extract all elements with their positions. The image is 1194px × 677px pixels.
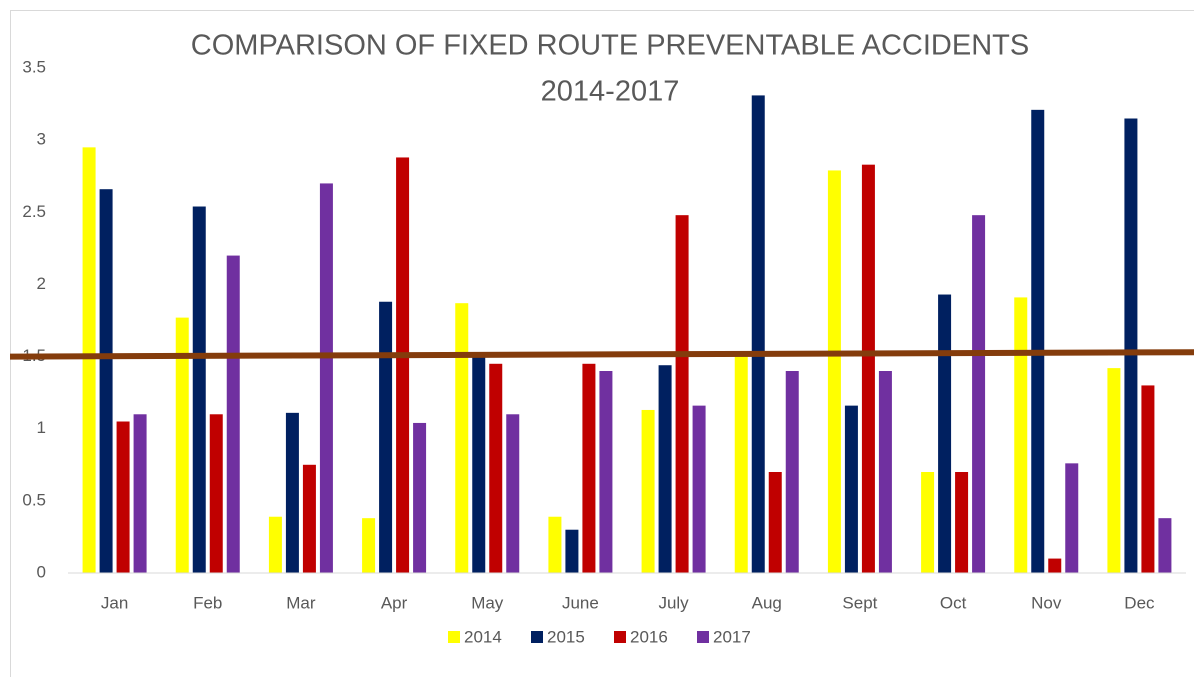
bar — [955, 472, 969, 573]
legend-label: 2014 — [464, 627, 502, 646]
reference-line — [9, 349, 1194, 360]
bar — [548, 516, 562, 573]
bar — [1048, 558, 1062, 573]
bar — [1158, 518, 1172, 573]
bar — [972, 215, 986, 573]
bar — [1107, 368, 1121, 573]
bar — [99, 189, 113, 573]
bar — [285, 412, 299, 573]
y-tick-label: 3 — [37, 130, 46, 149]
bar — [658, 365, 672, 573]
bar — [1124, 118, 1138, 573]
bar — [599, 371, 613, 573]
bar — [489, 363, 503, 573]
bar — [861, 164, 875, 573]
bar — [362, 518, 376, 573]
bar — [878, 371, 892, 573]
y-tick-label: 0 — [37, 562, 46, 581]
bar — [921, 472, 935, 573]
x-tick-label: Oct — [940, 593, 967, 612]
bar — [268, 516, 282, 573]
bar — [565, 529, 579, 573]
bar — [844, 405, 858, 573]
bar — [302, 464, 316, 573]
y-tick-label: 1 — [37, 418, 46, 437]
chart-title: COMPARISON OF FIXED ROUTE PREVENTABLE AC… — [191, 30, 1029, 62]
bar — [827, 170, 841, 573]
bar — [1014, 297, 1028, 573]
bar — [413, 422, 427, 573]
legend-swatch — [448, 631, 460, 643]
bar — [692, 405, 706, 573]
bar — [396, 157, 410, 573]
legend-swatch — [531, 631, 543, 643]
bar — [192, 206, 206, 573]
bar — [1031, 109, 1045, 573]
x-tick-label: May — [471, 593, 504, 612]
bar — [506, 414, 520, 573]
x-tick-label: July — [658, 593, 689, 612]
bar — [768, 472, 782, 573]
bar — [82, 147, 96, 573]
bar — [226, 255, 240, 574]
bar — [209, 414, 223, 573]
chart-subtitle: 2014-2017 — [541, 76, 680, 108]
bar — [938, 294, 952, 573]
x-tick-label: June — [562, 593, 599, 612]
bar — [582, 363, 596, 573]
x-tick-label: Apr — [381, 593, 408, 612]
x-tick-label: Sept — [842, 593, 877, 612]
legend-label: 2017 — [713, 627, 751, 646]
y-tick-label: 2 — [37, 274, 46, 293]
x-tick-label: Jan — [101, 593, 128, 612]
y-tick-label: 3.5 — [22, 57, 46, 76]
y-tick-label: 2.5 — [22, 202, 46, 221]
bar — [116, 421, 130, 573]
bar — [472, 355, 486, 573]
bar — [641, 409, 655, 573]
legend-swatch — [614, 631, 626, 643]
bar — [455, 303, 469, 573]
legend-swatch — [697, 631, 709, 643]
bar — [734, 356, 748, 573]
bar — [751, 95, 765, 574]
chart-frame — [10, 10, 1194, 677]
x-tick-label: Dec — [1124, 593, 1155, 612]
x-tick-label: Nov — [1031, 593, 1062, 612]
bar — [675, 215, 689, 573]
x-tick-label: Feb — [193, 593, 222, 612]
x-tick-label: Mar — [286, 593, 316, 612]
bar — [319, 183, 333, 573]
bar — [175, 317, 189, 573]
y-tick-label: 0.5 — [22, 490, 46, 509]
bar — [379, 301, 393, 573]
bar — [1065, 463, 1079, 573]
bar — [133, 414, 147, 573]
x-tick-label: Aug — [752, 593, 782, 612]
legend-label: 2015 — [547, 627, 585, 646]
bar — [1141, 385, 1155, 573]
bar — [785, 371, 799, 573]
legend-label: 2016 — [630, 627, 668, 646]
